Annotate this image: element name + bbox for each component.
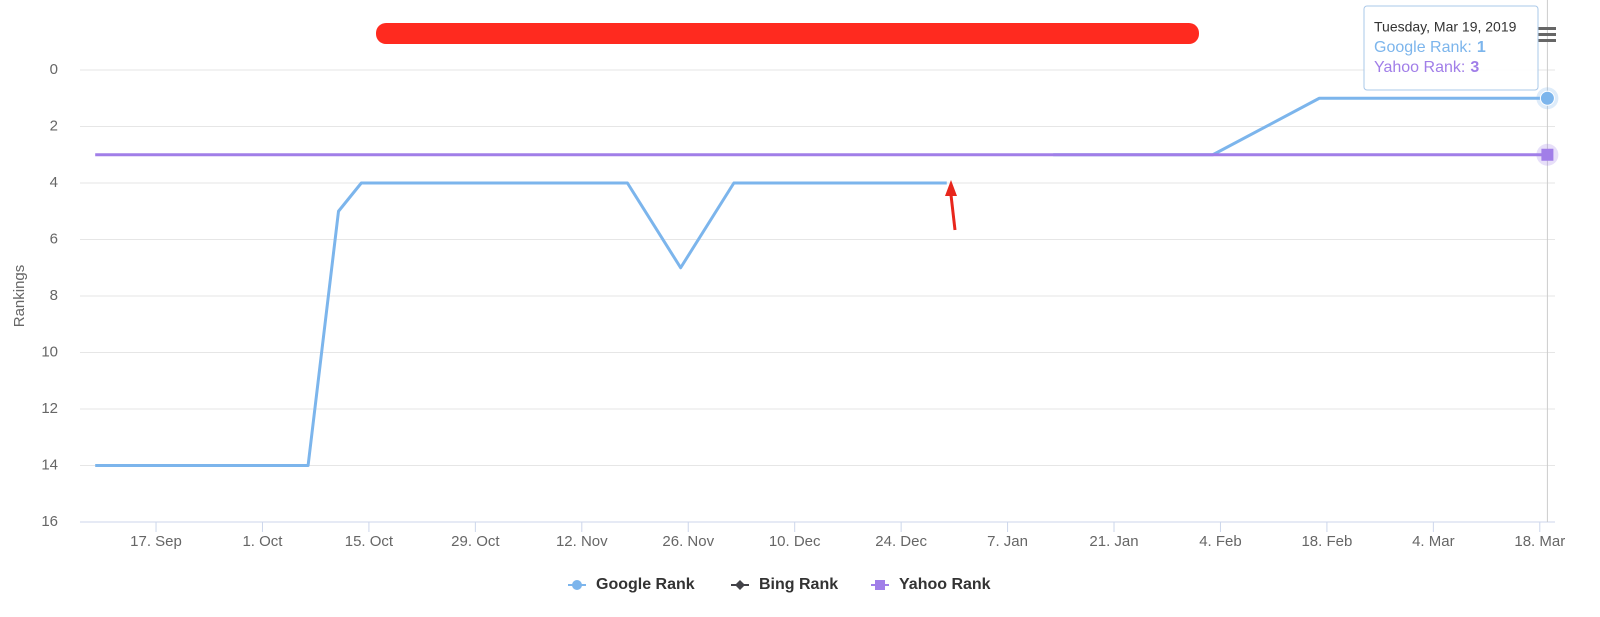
y-tick-label: 8 bbox=[50, 287, 58, 304]
tooltip: Tuesday, Mar 19, 2019 Google Rank: 1 Yahoo… bbox=[1363, 5, 1539, 91]
tooltip-value: 1 bbox=[1477, 39, 1486, 56]
y-tick-label: 6 bbox=[50, 230, 58, 247]
annotation-arrow bbox=[945, 180, 957, 231]
x-tick-label: 12. Nov bbox=[556, 533, 608, 550]
legend-label: Google Rank bbox=[596, 576, 695, 593]
y-tick-label: 16 bbox=[41, 513, 58, 530]
x-tick-label: 26. Nov bbox=[662, 533, 714, 550]
tooltip-header: Tuesday, Mar 19, 2019 bbox=[1374, 19, 1517, 35]
menu-line bbox=[1538, 39, 1556, 42]
tooltip-value: 3 bbox=[1470, 59, 1479, 76]
x-tick-label: 29. Oct bbox=[451, 533, 500, 550]
y-tick-label: 0 bbox=[50, 61, 58, 78]
legend-symbol bbox=[735, 580, 745, 590]
menu-line bbox=[1538, 27, 1556, 30]
x-tick-label: 10. Dec bbox=[769, 533, 821, 550]
x-tick-label: 24. Dec bbox=[875, 533, 927, 550]
tooltip-label: Google Rank: bbox=[1374, 39, 1472, 56]
legend-symbol bbox=[572, 580, 582, 590]
menu-button[interactable] bbox=[1538, 27, 1556, 42]
x-tick-label: 4. Mar bbox=[1412, 533, 1455, 550]
y-tick-label: 12 bbox=[41, 400, 58, 417]
x-tick-label: 21. Jan bbox=[1089, 533, 1138, 550]
x-tick-label: 18. Mar bbox=[1514, 533, 1565, 550]
point-marker bbox=[1539, 90, 1555, 106]
point-marker bbox=[1541, 148, 1554, 161]
y-tick-label: 2 bbox=[50, 117, 58, 134]
tooltip-box bbox=[1363, 5, 1539, 91]
legend-symbol bbox=[875, 580, 885, 590]
redaction-bar bbox=[376, 23, 1199, 44]
y-tick-label: 10 bbox=[41, 343, 58, 360]
menu-line bbox=[1538, 33, 1556, 36]
x-tick-label: 17. Sep bbox=[130, 533, 182, 550]
plot-area: 0 2 4 6 8 10 12 14 16 17. Sep 1. Oct 15. Oct 29. Oct… bbox=[41, 0, 1565, 550]
legend-label: Bing Rank bbox=[759, 576, 838, 593]
tooltip-label: Yahoo Rank: bbox=[1374, 59, 1465, 76]
arrow-shaft bbox=[949, 194, 957, 231]
x-tick-label: 15. Oct bbox=[345, 533, 394, 550]
x-tick-label: 7. Jan bbox=[987, 533, 1028, 550]
x-tick-label: 4. Feb bbox=[1199, 533, 1242, 550]
arrow-head bbox=[945, 180, 957, 196]
y-tick-label: 14 bbox=[41, 456, 58, 473]
x-tick-label: 1. Oct bbox=[242, 533, 283, 550]
y-axis-title: Rankings bbox=[11, 265, 28, 328]
legend-label: Yahoo Rank bbox=[899, 576, 991, 593]
y-tick-label: 4 bbox=[50, 174, 58, 191]
x-tick-label: 18. Feb bbox=[1301, 533, 1352, 550]
